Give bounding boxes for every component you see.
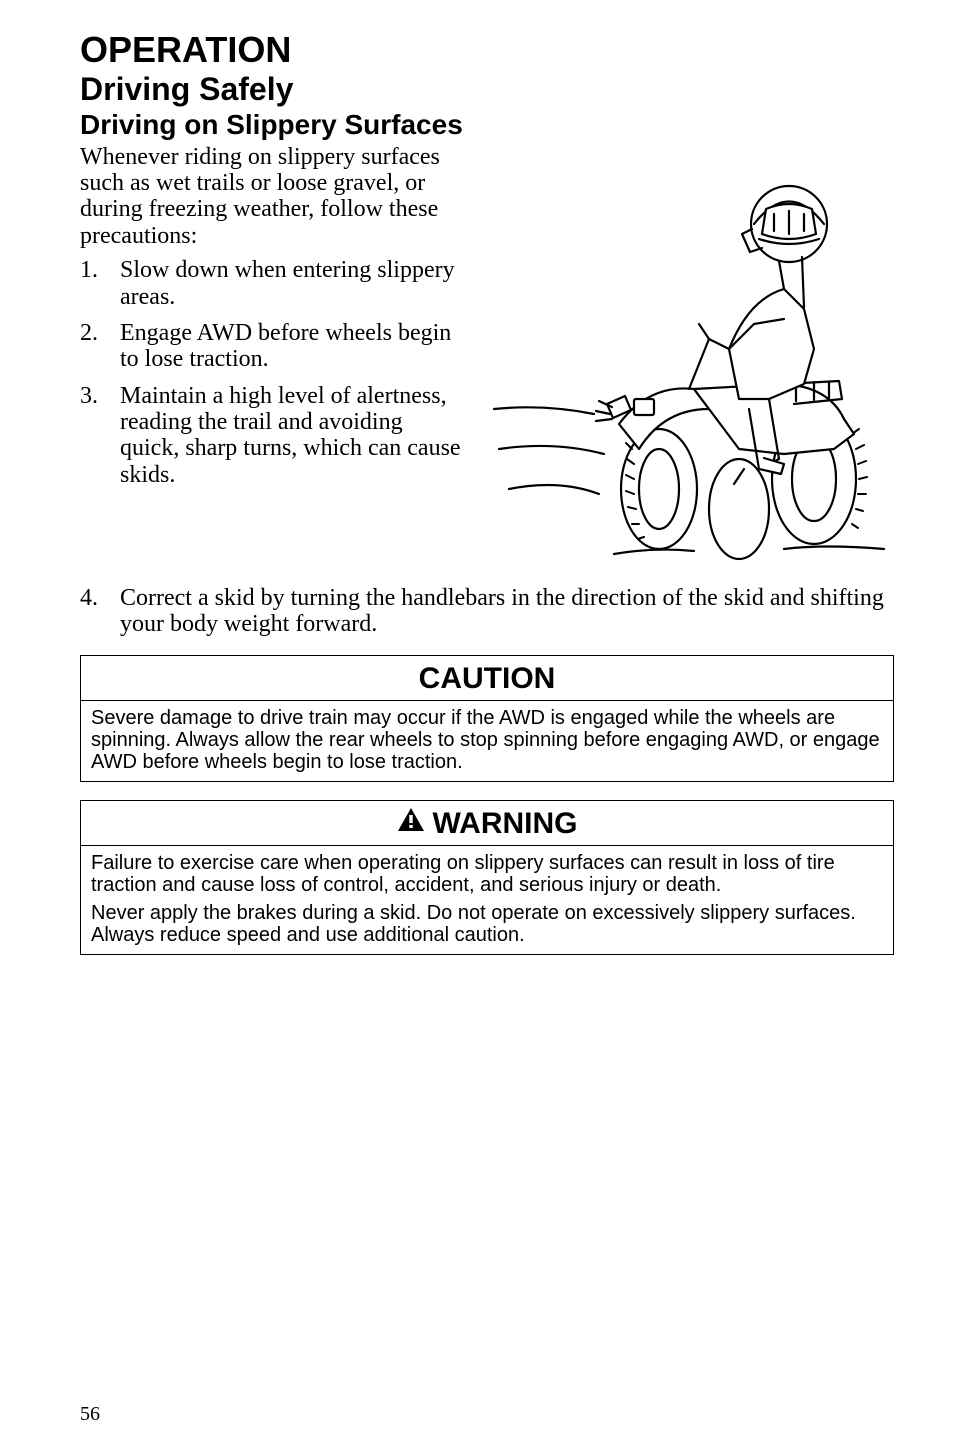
top-content-row: Whenever riding on slippery surfaces suc… — [80, 144, 894, 579]
list-item-text: Slow down when entering slippery areas. — [120, 257, 464, 310]
precautions-list-continued: Correct a skid by turning the handlebars… — [80, 585, 894, 638]
list-item-text: Maintain a high level of alertness, read… — [120, 383, 464, 489]
caution-title: CAUTION — [81, 656, 893, 701]
caution-title-text: CAUTION — [419, 662, 556, 696]
section-heading: OPERATION — [80, 30, 894, 70]
warning-body: Failure to exercise care when operating … — [81, 846, 893, 954]
atv-illustration — [484, 144, 894, 579]
caution-box: CAUTION Severe damage to drive train may… — [80, 655, 894, 782]
topic-heading: Driving on Slippery Surfaces — [80, 108, 894, 142]
warning-box: WARNING Failure to exercise care when op… — [80, 800, 894, 955]
caution-text: Severe damage to drive train may occur i… — [91, 707, 883, 773]
warning-title: WARNING — [81, 801, 893, 846]
text-column: Whenever riding on slippery surfaces suc… — [80, 144, 464, 499]
intro-paragraph: Whenever riding on slippery surfaces suc… — [80, 144, 464, 250]
caution-body: Severe damage to drive train may occur i… — [81, 701, 893, 781]
precautions-list: Slow down when entering slippery areas. … — [80, 257, 464, 488]
list-item: Maintain a high level of alertness, read… — [80, 383, 464, 489]
warning-title-text: WARNING — [433, 807, 578, 841]
page-number: 56 — [80, 1403, 100, 1426]
list-item: Correct a skid by turning the handlebars… — [80, 585, 894, 638]
warning-text-2: Never apply the brakes during a skid. Do… — [91, 902, 883, 946]
subsection-heading: Driving Safely — [80, 70, 894, 108]
list-item: Engage AWD before wheels begin to lose t… — [80, 320, 464, 373]
list-item-text: Engage AWD before wheels begin to lose t… — [120, 320, 464, 373]
list-item: Slow down when entering slippery areas. — [80, 257, 464, 310]
list-item-text: Correct a skid by turning the handlebars… — [120, 585, 894, 638]
warning-triangle-icon — [397, 807, 425, 841]
warning-text-1: Failure to exercise care when operating … — [91, 852, 883, 896]
